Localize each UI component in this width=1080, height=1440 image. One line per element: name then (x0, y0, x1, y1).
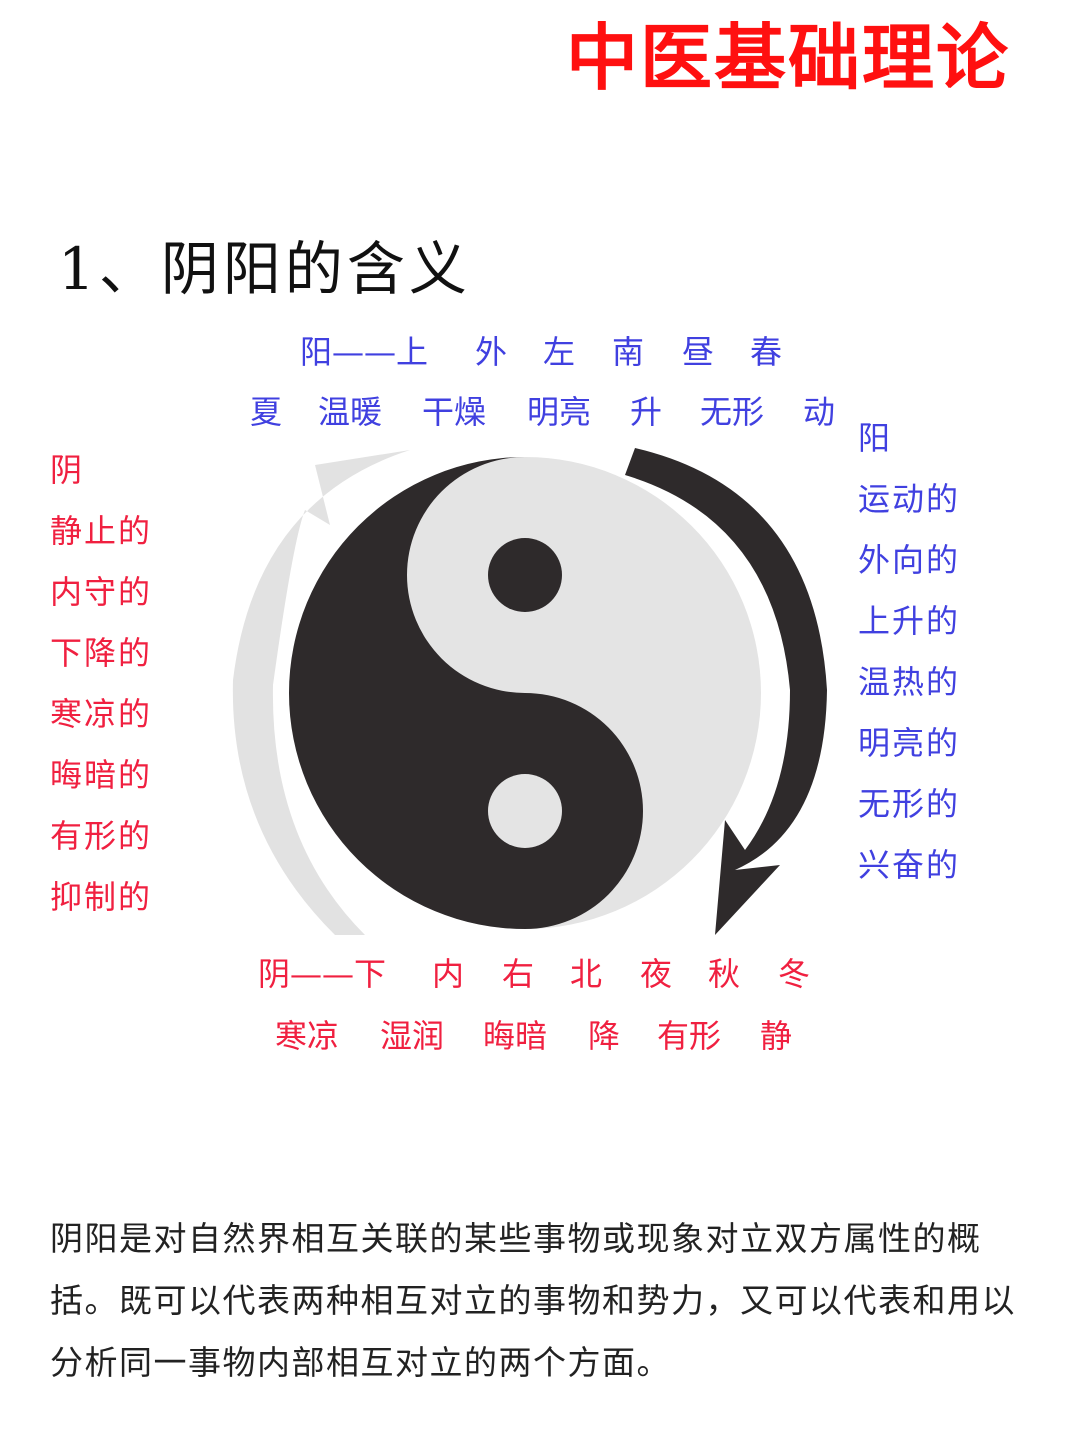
yang-properties-column: 阳 运动的 外向的 上升的 温热的 明亮的 无形的 兴奋的 (858, 408, 960, 896)
yang-item: 春 (750, 333, 783, 371)
yin-item: 湿润 (380, 1017, 445, 1055)
yang-item: 升 (630, 393, 663, 431)
yin-property: 晦暗的 (50, 756, 153, 794)
yin-item: 秋 (708, 955, 741, 993)
yang-item: 昼 (682, 333, 715, 371)
yin-item: 阴——下 (258, 955, 387, 993)
yin-item: 冬 (778, 955, 811, 993)
yang-item: 明亮 (527, 393, 592, 431)
yang-property: 明亮的 (858, 724, 961, 762)
yang-item: 南 (612, 333, 645, 371)
yin-properties-column: 阴 静止的 内守的 下降的 寒凉的 晦暗的 有形的 抑制的 (50, 440, 152, 928)
yin-item: 静 (760, 1017, 793, 1055)
yin-property: 静止的 (50, 512, 153, 550)
circular-arrow-icon (232, 450, 410, 935)
yang-item: 左 (543, 333, 576, 371)
yang-property: 兴奋的 (858, 846, 961, 884)
yang-property: 温热的 (858, 663, 961, 701)
yin-item: 晦暗 (483, 1017, 548, 1055)
yin-item: 有形 (657, 1017, 722, 1055)
yin-yang-taiji-icon (232, 448, 827, 935)
yang-property: 上升的 (858, 602, 961, 640)
definition-paragraph: 阴阳是对自然界相互关联的某些事物或现象对立双方属性的概括。既可以代表两种相互对立… (50, 1219, 1016, 1382)
yang-item: 阳——上 (300, 333, 429, 371)
yin-attributes-line-1: 阴——下 内 右 北 夜 秋 冬 (0, 958, 1080, 994)
circular-arrow-icon (625, 448, 827, 935)
yin-item: 夜 (640, 955, 673, 993)
yin-item: 右 (502, 955, 535, 993)
yang-property: 外向的 (858, 541, 961, 579)
yang-attributes-line-1: 阳——上 外 左 南 昼 春 (0, 336, 1080, 372)
yin-property: 下降的 (50, 634, 153, 672)
yang-property: 阳 (858, 419, 893, 457)
yang-item: 动 (803, 393, 836, 431)
yin-property: 有形的 (50, 817, 153, 855)
yang-property: 运动的 (858, 480, 961, 518)
yin-property: 抑制的 (50, 878, 153, 916)
yang-item: 干燥 (422, 393, 487, 431)
yang-item: 温暖 (318, 393, 383, 431)
yang-item: 外 (475, 333, 508, 371)
yin-property: 内守的 (50, 573, 153, 611)
yin-item: 内 (432, 955, 465, 993)
yin-item: 寒凉 (275, 1017, 340, 1055)
yin-property: 阴 (50, 451, 85, 489)
yang-property: 无形的 (858, 785, 961, 823)
brand-title: 中医基础理论 (565, 16, 1010, 100)
yin-item: 降 (588, 1017, 621, 1055)
yang-item: 无形 (700, 393, 765, 431)
yin-attributes-line-2: 寒凉 湿润 晦暗 降 有形 静 (0, 1020, 1080, 1056)
yin-item: 北 (570, 955, 603, 993)
yang-attributes-line-2: 夏 温暖 干燥 明亮 升 无形 动 (0, 396, 1080, 432)
yin-property: 寒凉的 (50, 695, 153, 733)
section-title: 1、阴阳的含义 (58, 235, 471, 303)
yang-item: 夏 (250, 393, 283, 431)
